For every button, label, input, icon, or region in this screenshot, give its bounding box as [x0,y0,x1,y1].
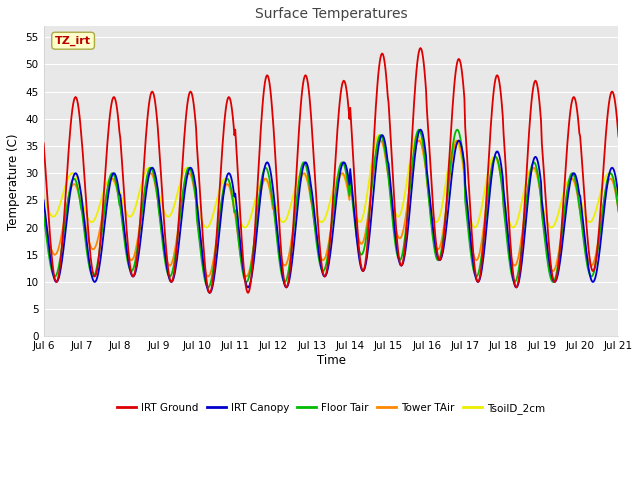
Title: Surface Temperatures: Surface Temperatures [255,7,408,21]
Legend: IRT Ground, IRT Canopy, Floor Tair, Tower TAir, TsoilD_2cm: IRT Ground, IRT Canopy, Floor Tair, Towe… [113,399,549,418]
Y-axis label: Temperature (C): Temperature (C) [7,133,20,229]
Text: TZ_irt: TZ_irt [55,36,91,46]
X-axis label: Time: Time [317,354,346,367]
